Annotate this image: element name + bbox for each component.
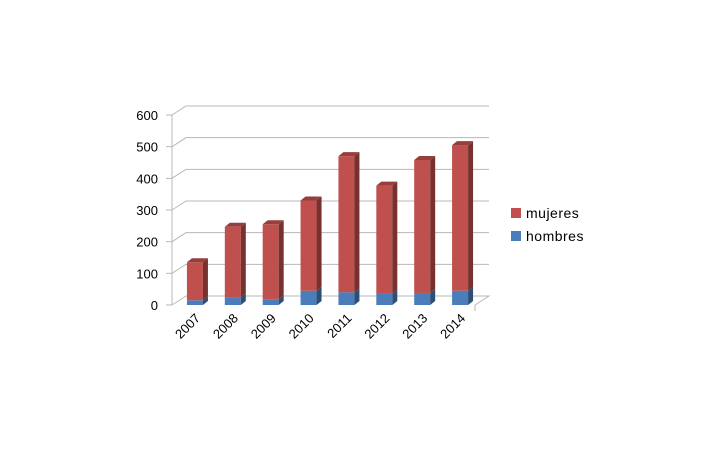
legend: mujeres hombres [511, 205, 584, 244]
x-tick-label: 2008 [210, 311, 241, 342]
gridline [171, 200, 489, 211]
gridline [171, 263, 489, 274]
y-tick-label: 200 [136, 235, 158, 250]
bar-side [430, 288, 436, 305]
bar-mujeres-2011 [338, 152, 360, 293]
bar-side [430, 155, 436, 293]
bar-top [452, 141, 474, 146]
gridline [171, 168, 489, 179]
bar-side [278, 295, 284, 305]
y-tick-label: 600 [136, 108, 158, 123]
x-tick-label: 2012 [361, 311, 392, 342]
bar-front [224, 226, 241, 298]
gridline [171, 105, 489, 116]
bar-hombres-2014 [452, 286, 474, 305]
bar-side [278, 220, 284, 300]
bar-side [240, 293, 246, 305]
bar-front [186, 262, 203, 301]
bar-side [392, 181, 398, 294]
y-tick-label: 400 [136, 171, 158, 186]
bar-front [300, 200, 317, 291]
bar-mujeres-2008 [224, 222, 246, 298]
chart-walls [171, 115, 491, 311]
bar-mujeres-2013 [414, 155, 436, 293]
bar-mujeres-2012 [376, 181, 398, 294]
bar-side [354, 288, 360, 305]
gridline [171, 232, 489, 243]
y-tick-label: 500 [136, 140, 158, 155]
legend-swatch [511, 231, 521, 241]
bar-side [316, 286, 322, 305]
bar-side [202, 258, 208, 301]
bar-front [262, 299, 279, 305]
bar-stack-2014 [452, 141, 474, 305]
bar-top [186, 258, 208, 263]
bar-front [376, 293, 393, 305]
bar-top [224, 222, 246, 227]
bar-stack-2007 [186, 258, 208, 305]
y-axis-tick-labels: 0 100 200 300 400 500 600 [136, 108, 172, 313]
legend-swatch [511, 208, 521, 218]
bar-hombres-2012 [376, 289, 398, 305]
bar-stack-2012 [376, 181, 398, 305]
bar-stack-2009 [262, 220, 284, 305]
legend-item-mujeres: mujeres [511, 205, 579, 221]
x-axis-tick-labels: 2007 2008 2009 2010 2011 2012 2013 2014 [172, 311, 468, 342]
bar-front [414, 292, 431, 305]
bar-mujeres-2009 [262, 220, 284, 300]
legend-label: hombres [526, 228, 584, 244]
bar-mujeres-2014 [452, 141, 474, 291]
bar-side [316, 196, 322, 291]
bar-front [186, 300, 203, 305]
bar-hombres-2010 [300, 286, 322, 305]
bar-top [414, 155, 436, 160]
bar-front [338, 292, 355, 305]
bar-side [468, 286, 474, 305]
gridline [171, 137, 489, 148]
y-tick-label: 100 [136, 266, 158, 281]
bar-stack-2011 [338, 152, 360, 305]
bar-stack-2008 [224, 222, 246, 305]
y-tick-label: 0 [151, 298, 158, 313]
bar-mujeres-2010 [300, 196, 322, 291]
bar-top [262, 220, 284, 225]
bar-hombres-2009 [262, 295, 284, 305]
bar-mujeres-2007 [186, 258, 208, 301]
x-tick-label: 2009 [248, 311, 279, 342]
bar-hombres-2007 [186, 296, 208, 305]
chart-floor [171, 295, 491, 306]
x-tick-label: 2011 [324, 311, 354, 341]
legend-item-hombres: hombres [511, 228, 584, 244]
bars [186, 141, 474, 305]
y-tick-label: 300 [136, 203, 158, 218]
x-tick-label: 2013 [399, 311, 430, 342]
bar-stack-2013 [414, 155, 436, 305]
bar-stack-2010 [300, 196, 322, 305]
x-tick-label: 2007 [172, 311, 203, 342]
bar-front [338, 156, 355, 293]
bar-side [240, 222, 246, 298]
bar-front [414, 159, 431, 293]
bar-top [300, 196, 322, 201]
bar-hombres-2011 [338, 288, 360, 305]
bar-front [376, 185, 393, 294]
bar-top [338, 152, 360, 157]
bar-front [452, 145, 469, 291]
bar-top [376, 181, 398, 186]
bar-side [468, 141, 474, 291]
x-tick-label: 2014 [437, 311, 468, 342]
x-tick-label: 2010 [286, 311, 317, 342]
bar-side [392, 289, 398, 305]
gridlines [171, 105, 489, 274]
bar-front [224, 297, 241, 305]
bar-front [452, 290, 469, 305]
bar-front [300, 290, 317, 305]
legend-label: mujeres [526, 205, 579, 221]
bar-side [202, 296, 208, 305]
bar-front [262, 224, 279, 300]
bar-hombres-2008 [224, 293, 246, 305]
bar-hombres-2013 [414, 288, 436, 305]
bar-side [354, 152, 360, 293]
